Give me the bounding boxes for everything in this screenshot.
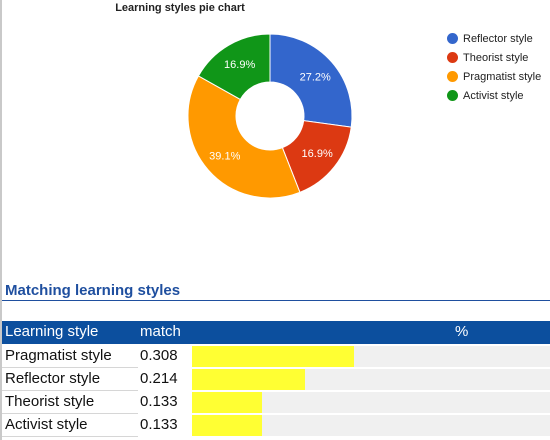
percent-bar-track bbox=[192, 369, 550, 390]
percent-bar-track bbox=[192, 346, 550, 367]
legend-item-reflector: Reflector style bbox=[447, 31, 550, 50]
percent-bar-track bbox=[192, 415, 550, 436]
row-divider bbox=[2, 436, 138, 437]
row-divider bbox=[2, 367, 138, 368]
cell-learning-style: Theorist style bbox=[5, 393, 95, 410]
pie-chart: 27.2% 16.9% 39.1% 16.9% bbox=[187, 33, 353, 199]
legend-item-theorist: Theorist style bbox=[447, 50, 550, 69]
table-row: Theorist style 0.133 bbox=[2, 391, 550, 413]
cell-learning-style: Pragmatist style bbox=[5, 347, 112, 364]
percent-bar bbox=[192, 415, 262, 436]
pie-slice-activist-style bbox=[197, 33, 271, 101]
percent-bar bbox=[192, 392, 262, 413]
legend-item-pragmatist: Pragmatist style bbox=[447, 69, 550, 88]
row-divider bbox=[2, 413, 138, 414]
column-header-learning-style: Learning style bbox=[5, 323, 99, 340]
legend-label: Theorist style bbox=[463, 52, 529, 64]
column-header-percent: % bbox=[455, 323, 469, 340]
column-header-match: match bbox=[140, 323, 181, 340]
slice-label-theorist-style: 16.9% bbox=[302, 148, 333, 160]
pie-slice-pragmatist-style bbox=[187, 75, 301, 199]
pie-slice-reflector-style bbox=[269, 33, 353, 128]
section-divider bbox=[2, 300, 550, 301]
slice-label-pragmatist-style: 39.1% bbox=[209, 150, 240, 162]
table-row: Pragmatist style 0.308 bbox=[2, 345, 550, 367]
cell-match: 0.214 bbox=[140, 370, 178, 387]
legend-marker bbox=[447, 71, 458, 82]
legend-label: Pragmatist style bbox=[463, 71, 542, 83]
legend-marker bbox=[447, 33, 458, 44]
percent-bar bbox=[192, 369, 305, 390]
table-row: Reflector style 0.214 bbox=[2, 368, 550, 390]
window-left-edge bbox=[0, 0, 2, 440]
legend-label: Reflector style bbox=[463, 33, 533, 45]
slice-label-activist-style: 16.9% bbox=[224, 59, 255, 71]
legend-label: Activist style bbox=[463, 90, 524, 102]
slice-label-reflector-style: 27.2% bbox=[300, 72, 331, 84]
percent-bar-track bbox=[192, 392, 550, 413]
table-header: Learning style match % bbox=[2, 321, 550, 344]
legend-marker bbox=[447, 90, 458, 101]
legend-item-activist: Activist style bbox=[447, 88, 550, 107]
chart-legend: Reflector style Theorist style Pragmatis… bbox=[447, 31, 550, 107]
cell-match: 0.308 bbox=[140, 347, 178, 364]
legend-marker bbox=[447, 52, 458, 63]
row-divider bbox=[2, 390, 138, 391]
percent-bar bbox=[192, 346, 354, 367]
cell-learning-style: Reflector style bbox=[5, 370, 101, 387]
chart-title: Learning styles pie chart bbox=[115, 2, 245, 14]
cell-match: 0.133 bbox=[140, 393, 178, 410]
section-title: Matching learning styles bbox=[5, 282, 181, 299]
cell-match: 0.133 bbox=[140, 416, 178, 433]
table-row: Activist style 0.133 bbox=[2, 414, 550, 436]
cell-learning-style: Activist style bbox=[5, 416, 88, 433]
